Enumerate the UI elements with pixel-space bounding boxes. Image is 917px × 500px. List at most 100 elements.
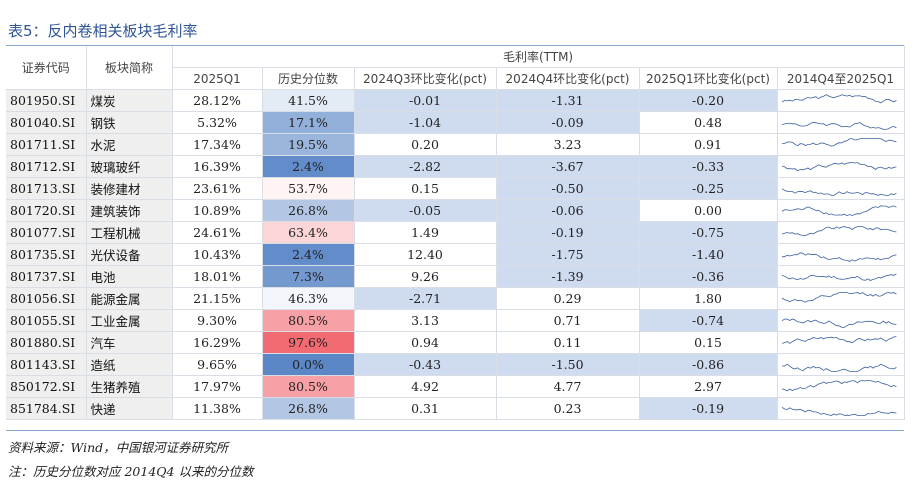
- q3-change-cell: -2.71: [354, 287, 497, 310]
- code-cell: 801950.SI: [6, 89, 87, 112]
- percentile-cell: 2.4%: [262, 155, 355, 178]
- percentile-cell: 2.4%: [262, 243, 355, 266]
- header-2025q1: 2025Q1: [172, 67, 263, 90]
- sparkline-icon: [781, 161, 896, 171]
- sparkline-icon: [781, 379, 897, 391]
- percentile-cell: 80.5%: [262, 309, 355, 332]
- header-sparkline: 2014Q4至2025Q1: [777, 67, 905, 90]
- code-cell: 801055.SI: [6, 309, 87, 332]
- header-name: 板块简称: [86, 46, 173, 90]
- percentile-cell: 63.4%: [262, 221, 355, 244]
- q4-change-cell: -1.39: [496, 265, 640, 288]
- gross-margin-table: 证券代码 板块简称 毛利率(TTM) 2025Q1 历史分位数 2024Q3环比…: [6, 46, 905, 420]
- q1-change-cell: -0.74: [639, 309, 778, 332]
- percentile-cell: 7.3%: [262, 265, 355, 288]
- sparkline-cell: [777, 265, 905, 288]
- q4-change-cell: -1.31: [496, 89, 640, 112]
- code-cell: 801737.SI: [6, 265, 87, 288]
- q1-change-cell: -0.86: [639, 353, 778, 376]
- q3-change-cell: -0.01: [354, 89, 497, 112]
- table-body: 801950.SI 煤炭 28.12% 41.5% -0.01 -1.31 -0.20 801…: [6, 89, 905, 420]
- q1-change-cell: 2.97: [639, 375, 778, 398]
- sparkline-icon: [781, 406, 896, 416]
- q3-change-cell: 0.94: [354, 331, 497, 354]
- name-cell: 水泥: [86, 133, 173, 156]
- q3-change-cell: 9.26: [354, 265, 497, 288]
- sparkline-cell: [777, 133, 905, 156]
- margin-cell: 11.38%: [172, 397, 263, 420]
- table-row: 801055.SI 工业金属 9.30% 80.5% 3.13 0.71 -0.74: [6, 309, 905, 332]
- margin-cell: 21.15%: [172, 287, 263, 310]
- table-title: 表5：反内卷相关板块毛利率: [8, 22, 198, 40]
- margin-cell: 28.12%: [172, 89, 263, 112]
- sparkline-icon: [781, 251, 896, 262]
- name-cell: 工程机械: [86, 221, 173, 244]
- table-row: 801737.SI 电池 18.01% 7.3% 9.26 -1.39 -0.36: [6, 265, 905, 288]
- q1-change-cell: -0.33: [639, 155, 778, 178]
- q3-change-cell: 3.13: [354, 309, 497, 332]
- header-group: 毛利率(TTM): [172, 46, 905, 68]
- table-row: 801056.SI 能源金属 21.15% 46.3% -2.71 0.29 1.80: [6, 287, 905, 310]
- q4-change-cell: -1.50: [496, 353, 640, 376]
- code-cell: 851784.SI: [6, 397, 87, 420]
- name-cell: 玻璃玻纤: [86, 155, 173, 178]
- margin-cell: 17.34%: [172, 133, 263, 156]
- q1-change-cell: 0.91: [639, 133, 778, 156]
- q3-change-cell: 0.31: [354, 397, 497, 420]
- sparkline-icon: [781, 318, 896, 328]
- sparkline-icon: [781, 335, 896, 344]
- header-2024q3-change: 2024Q3环比变化(pct): [354, 67, 497, 90]
- code-cell: 801712.SI: [6, 155, 87, 178]
- q4-change-cell: 0.23: [496, 397, 640, 420]
- table-row: 801077.SI 工程机械 24.61% 63.4% 1.49 -0.19 -0.75: [6, 221, 905, 244]
- bottom-rule: [6, 430, 904, 431]
- q3-change-cell: 0.20: [354, 133, 497, 156]
- sparkline-icon: [781, 272, 897, 281]
- code-cell: 801880.SI: [6, 331, 87, 354]
- q1-change-cell: 0.48: [639, 111, 778, 134]
- percentile-cell: 19.5%: [262, 133, 355, 156]
- q4-change-cell: -0.06: [496, 199, 640, 222]
- header-code: 证券代码: [6, 46, 87, 90]
- name-cell: 造纸: [86, 353, 173, 376]
- q4-change-cell: 0.29: [496, 287, 640, 310]
- sparkline-cell: [777, 287, 905, 310]
- sparkline-icon: [781, 204, 897, 216]
- sparkline-cell: [777, 309, 905, 332]
- sparkline-icon: [781, 187, 897, 196]
- margin-cell: 9.65%: [172, 353, 263, 376]
- margin-cell: 24.61%: [172, 221, 263, 244]
- q1-change-cell: -0.20: [639, 89, 778, 112]
- margin-cell: 9.30%: [172, 309, 263, 332]
- sparkline-cell: [777, 331, 905, 354]
- sparkline-icon: [781, 363, 897, 372]
- q1-change-cell: -0.75: [639, 221, 778, 244]
- header-2024q4-change: 2024Q4环比变化(pct): [496, 67, 640, 90]
- percentile-cell: 41.5%: [262, 89, 355, 112]
- q1-change-cell: -0.25: [639, 177, 778, 200]
- q3-change-cell: -0.05: [354, 199, 497, 222]
- q3-change-cell: 4.92: [354, 375, 497, 398]
- q3-change-cell: -0.43: [354, 353, 497, 376]
- sparkline-cell: [777, 155, 905, 178]
- q4-change-cell: 0.71: [496, 309, 640, 332]
- sparkline-cell: [777, 353, 905, 376]
- q1-change-cell: 0.15: [639, 331, 778, 354]
- percentile-cell: 53.7%: [262, 177, 355, 200]
- name-cell: 光伏设备: [86, 243, 173, 266]
- sparkline-cell: [777, 243, 905, 266]
- percentile-cell: 0.0%: [262, 353, 355, 376]
- table-row: 801950.SI 煤炭 28.12% 41.5% -0.01 -1.31 -0.20: [6, 89, 905, 112]
- sparkline-cell: [777, 89, 905, 112]
- q3-change-cell: 0.15: [354, 177, 497, 200]
- table-row: 801040.SI 钢铁 5.32% 17.1% -1.04 -0.09 0.48: [6, 111, 905, 134]
- sparkline-icon: [781, 225, 896, 236]
- name-cell: 煤炭: [86, 89, 173, 112]
- header-percentile: 历史分位数: [262, 67, 355, 90]
- sparkline-icon: [781, 137, 896, 147]
- margin-cell: 17.97%: [172, 375, 263, 398]
- q1-change-cell: -0.36: [639, 265, 778, 288]
- q4-change-cell: -1.75: [496, 243, 640, 266]
- code-cell: 801040.SI: [6, 111, 87, 134]
- percentile-cell: 26.8%: [262, 199, 355, 222]
